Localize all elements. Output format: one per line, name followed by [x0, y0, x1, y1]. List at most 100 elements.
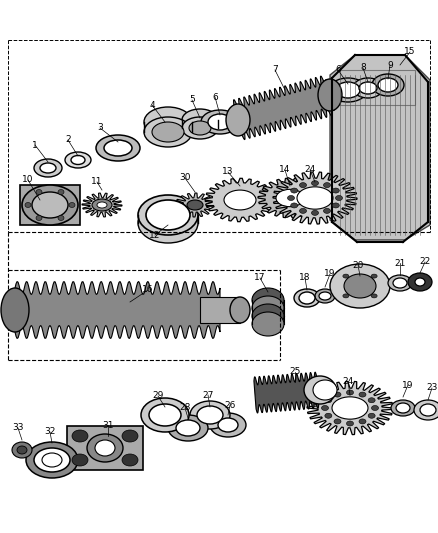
Text: 15: 15 — [404, 47, 416, 56]
Text: 32: 32 — [44, 427, 56, 437]
Text: 19: 19 — [402, 381, 414, 390]
Ellipse shape — [325, 398, 332, 403]
Ellipse shape — [353, 78, 383, 98]
Ellipse shape — [252, 288, 284, 312]
Text: 28: 28 — [179, 403, 191, 413]
Ellipse shape — [300, 183, 307, 188]
Text: 21: 21 — [394, 259, 406, 268]
Ellipse shape — [26, 442, 78, 478]
Ellipse shape — [65, 152, 91, 168]
Ellipse shape — [144, 107, 192, 137]
Ellipse shape — [378, 78, 398, 92]
Ellipse shape — [87, 434, 123, 462]
Text: 10: 10 — [22, 175, 34, 184]
Ellipse shape — [336, 196, 343, 200]
Ellipse shape — [415, 278, 425, 286]
Text: 8: 8 — [360, 63, 366, 72]
Ellipse shape — [313, 380, 337, 400]
Text: 26: 26 — [224, 400, 236, 409]
Ellipse shape — [122, 454, 138, 466]
Ellipse shape — [72, 454, 88, 466]
Polygon shape — [307, 382, 393, 434]
Ellipse shape — [197, 406, 223, 424]
Ellipse shape — [291, 188, 298, 193]
Ellipse shape — [334, 419, 341, 424]
Ellipse shape — [218, 418, 238, 432]
Ellipse shape — [138, 203, 198, 243]
Text: 29: 29 — [152, 392, 164, 400]
Ellipse shape — [104, 140, 132, 156]
Text: 3: 3 — [97, 124, 103, 133]
Ellipse shape — [34, 159, 62, 177]
Ellipse shape — [226, 104, 250, 136]
Ellipse shape — [36, 215, 42, 221]
Text: 31: 31 — [102, 421, 114, 430]
Ellipse shape — [190, 401, 230, 429]
Ellipse shape — [122, 430, 138, 442]
Ellipse shape — [40, 163, 56, 173]
Text: 12: 12 — [149, 230, 161, 239]
Text: 6: 6 — [335, 66, 341, 75]
Ellipse shape — [330, 264, 390, 308]
Ellipse shape — [176, 420, 200, 436]
Text: 2: 2 — [65, 135, 71, 144]
Ellipse shape — [304, 376, 336, 404]
Ellipse shape — [210, 413, 246, 437]
Ellipse shape — [396, 403, 410, 413]
Ellipse shape — [201, 110, 239, 134]
Ellipse shape — [334, 392, 341, 397]
Ellipse shape — [343, 294, 349, 298]
Ellipse shape — [368, 398, 375, 403]
Ellipse shape — [371, 274, 377, 278]
Ellipse shape — [146, 200, 190, 230]
Ellipse shape — [321, 406, 328, 410]
Ellipse shape — [95, 440, 115, 456]
Ellipse shape — [252, 312, 284, 336]
Ellipse shape — [168, 415, 208, 441]
Text: 11: 11 — [91, 177, 103, 187]
Ellipse shape — [58, 190, 64, 195]
Polygon shape — [205, 179, 275, 222]
Ellipse shape — [343, 274, 349, 278]
Polygon shape — [15, 281, 220, 338]
Ellipse shape — [325, 413, 332, 418]
Text: 24: 24 — [343, 377, 353, 386]
Text: 23: 23 — [426, 384, 438, 392]
Ellipse shape — [368, 413, 375, 418]
Ellipse shape — [359, 82, 377, 94]
Text: 20: 20 — [352, 261, 364, 270]
Ellipse shape — [252, 296, 284, 320]
Ellipse shape — [297, 187, 333, 209]
Ellipse shape — [149, 404, 181, 426]
Ellipse shape — [72, 430, 88, 442]
Ellipse shape — [42, 453, 62, 467]
Ellipse shape — [299, 292, 315, 304]
Text: 1: 1 — [32, 141, 38, 149]
Ellipse shape — [371, 406, 378, 410]
Text: 14: 14 — [279, 166, 291, 174]
Text: 25: 25 — [290, 367, 301, 376]
Ellipse shape — [372, 74, 404, 96]
Ellipse shape — [332, 397, 368, 419]
Ellipse shape — [34, 448, 70, 472]
Ellipse shape — [332, 188, 339, 193]
Text: 17: 17 — [254, 273, 266, 282]
Ellipse shape — [408, 273, 432, 291]
Ellipse shape — [1, 288, 29, 332]
Text: 24: 24 — [304, 166, 316, 174]
Ellipse shape — [318, 79, 342, 111]
Ellipse shape — [391, 400, 415, 416]
Polygon shape — [67, 426, 143, 470]
Ellipse shape — [182, 117, 218, 139]
Polygon shape — [330, 55, 430, 240]
Text: 30: 30 — [179, 174, 191, 182]
Ellipse shape — [324, 183, 331, 188]
Ellipse shape — [287, 196, 294, 200]
Ellipse shape — [388, 275, 412, 291]
Ellipse shape — [182, 109, 218, 131]
Ellipse shape — [300, 208, 307, 213]
Text: 9: 9 — [387, 61, 393, 69]
Ellipse shape — [371, 294, 377, 298]
Ellipse shape — [324, 208, 331, 213]
Ellipse shape — [92, 199, 112, 211]
